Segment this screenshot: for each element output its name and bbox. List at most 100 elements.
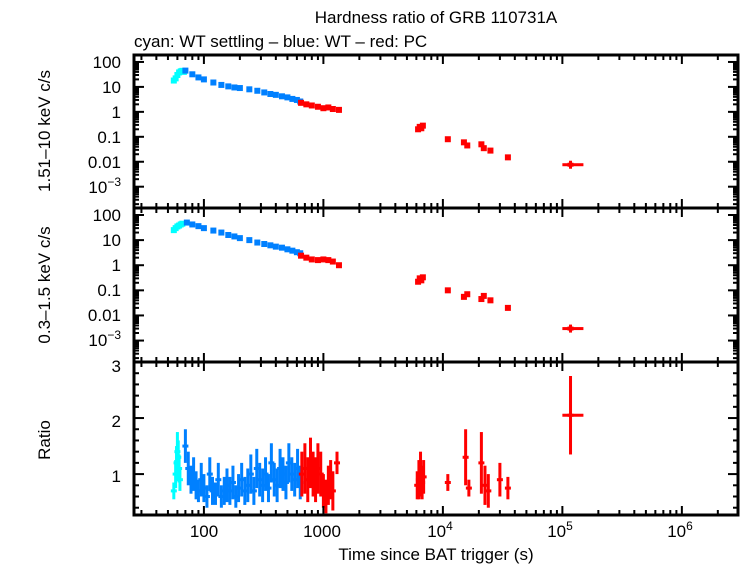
data-point: [256, 478, 263, 482]
xtick-label: 105: [547, 519, 573, 541]
data-point: [272, 243, 279, 250]
ytick-exp: −3: [107, 175, 121, 189]
data-point: [195, 74, 202, 81]
data-point: [293, 96, 300, 103]
data-point: [297, 480, 304, 484]
data-point: [212, 492, 219, 496]
data-point: [254, 239, 261, 246]
data-point: [298, 99, 305, 106]
data-point: [464, 291, 471, 298]
data-point: [226, 489, 233, 493]
data-point: [210, 227, 217, 234]
ytick-label: 0.01: [88, 153, 121, 172]
data-point: [236, 85, 243, 92]
data-point: [225, 231, 232, 238]
data-point: [267, 90, 274, 97]
xtick-label: 104: [427, 519, 453, 541]
y-error-bar: [569, 324, 573, 333]
data-point: [460, 293, 467, 300]
yticks-mid: 100 10 1 0.1 0.01 10−3: [88, 206, 121, 350]
ytick-label: 0.1: [97, 281, 121, 300]
data-point: [244, 483, 251, 487]
x-error-bar: [562, 413, 584, 417]
data-point: [303, 254, 310, 261]
data-point: [182, 67, 189, 74]
data-point: [268, 461, 275, 465]
xticks: 100 1000 104 105 106: [190, 519, 693, 541]
data-point: [229, 480, 236, 484]
data-point: [298, 472, 305, 476]
data-point: [218, 495, 225, 499]
data-point: [277, 466, 284, 470]
data-point: [254, 87, 261, 94]
data-point: [241, 489, 248, 493]
data-point: [284, 246, 291, 253]
data-point: [444, 287, 451, 294]
data-point: [320, 105, 327, 112]
ytick-base: 10: [88, 178, 107, 197]
data-point: [504, 154, 511, 161]
y-error-bar: [569, 160, 573, 169]
xtick-label: 100: [190, 522, 218, 541]
data-point: [314, 257, 321, 264]
data-point: [329, 106, 336, 113]
data-point: [465, 486, 472, 490]
data-point: [293, 249, 300, 256]
data-point: [183, 219, 190, 226]
data-point: [418, 277, 425, 284]
data-point: [185, 466, 192, 470]
ytick-label: 10−3: [88, 328, 121, 350]
data-point: [221, 489, 228, 493]
plot-frames: [132, 53, 740, 517]
x-error-bar: [562, 163, 584, 167]
data-point: [261, 241, 268, 248]
data-point: [496, 478, 503, 482]
data-point: [188, 478, 195, 482]
data-point: [172, 75, 179, 82]
data-point: [247, 472, 254, 476]
data-point: [460, 139, 467, 146]
data-point: [232, 495, 239, 499]
panel-frame: [132, 53, 740, 210]
data-point: [504, 486, 511, 490]
data-point: [334, 461, 341, 465]
ylabel-ratio: Ratio: [35, 420, 54, 460]
data-point: [307, 461, 314, 465]
data-point: [464, 142, 471, 149]
data-point: [320, 489, 327, 493]
x-error-bar: [562, 327, 584, 331]
data-point: [238, 478, 245, 482]
data-point: [274, 483, 281, 487]
data-point: [414, 483, 421, 487]
xlabel: Time since BAT trigger (s): [338, 545, 533, 564]
data-point: [246, 237, 253, 244]
data-point: [195, 489, 202, 493]
data-point: [246, 86, 253, 93]
data-point: [231, 233, 238, 240]
ytick-label: 100: [93, 206, 121, 225]
data-point: [478, 141, 485, 148]
data-point: [312, 478, 319, 482]
data-point: [278, 93, 285, 100]
data-point: [215, 478, 222, 482]
data-point: [335, 262, 342, 269]
data-point: [170, 489, 177, 493]
data-point: [294, 466, 301, 470]
data-point: [325, 257, 332, 264]
data-point: [235, 486, 242, 490]
data-point: [317, 472, 324, 476]
data-point: [314, 103, 321, 110]
data-point: [189, 71, 196, 78]
data-point: [480, 145, 487, 152]
data-point: [223, 483, 230, 487]
data-point: [310, 472, 317, 476]
data-point: [279, 472, 286, 476]
data-marks: [170, 67, 584, 514]
data-point: [182, 444, 189, 448]
data-point: [250, 489, 257, 493]
panel-frame: [132, 360, 740, 517]
data-point: [225, 83, 232, 90]
data-point: [262, 472, 269, 476]
data-point: [203, 495, 210, 499]
